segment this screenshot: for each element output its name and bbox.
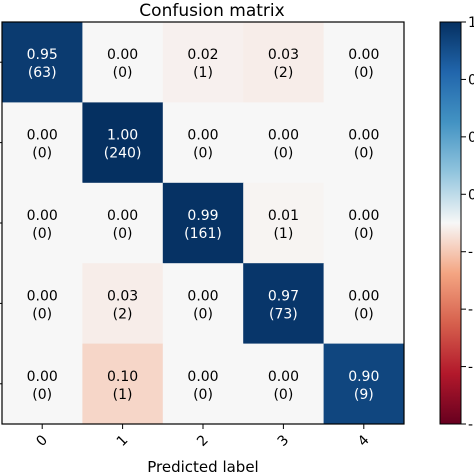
cell-count-label: (240) — [104, 146, 142, 162]
cell-count-label: (0) — [354, 226, 374, 242]
cell-count-label: (0) — [354, 306, 374, 322]
matrix-cell-2-4 — [323, 182, 405, 264]
cell-count-label: (0) — [273, 146, 293, 162]
matrix-cell-4-0 — [2, 343, 83, 425]
cell-ratio-label: 0.00 — [107, 208, 138, 224]
cell-count-label: (1) — [273, 226, 293, 242]
matrix-cell-4-2 — [162, 343, 244, 425]
matrix-cell-4-4 — [323, 343, 405, 425]
cell-ratio-label: 0.00 — [348, 208, 379, 224]
colorbar-ticks: 1 0 0 0 - - - -1 — [461, 15, 474, 433]
matrix-cell-0-0 — [2, 22, 83, 103]
cell-ratio-label: 0.00 — [348, 288, 379, 304]
cell-ratio-label: 0.00 — [268, 128, 299, 144]
cell-count-label: (0) — [32, 226, 52, 242]
chart-title: Confusion matrix — [139, 1, 284, 21]
matrix-cell-0-2 — [162, 22, 244, 103]
x-tick-label: 4 — [355, 432, 373, 450]
matrix-cell-4-3 — [243, 343, 325, 425]
cell-count-label: (2) — [113, 306, 133, 322]
cell-count-label: (0) — [32, 387, 52, 403]
cell-count-label: (0) — [32, 146, 52, 162]
cell-ratio-label: 0.00 — [187, 369, 218, 385]
colorbar-tick-label: - — [468, 302, 473, 318]
matrix-cell-2-3 — [243, 182, 325, 264]
cell-count-label: (161) — [184, 226, 222, 242]
cell-count-label: (0) — [32, 306, 52, 322]
cell-count-label: (0) — [354, 146, 374, 162]
x-axis-label: Predicted label — [147, 458, 258, 474]
colorbar-tick-label: 0 — [468, 72, 474, 88]
matrix-cell-1-3 — [243, 102, 325, 184]
matrix-cell-0-1 — [82, 22, 164, 103]
cell-count-label: (2) — [273, 65, 293, 81]
cell-ratio-label: 0.03 — [268, 47, 299, 63]
matrix-cell-1-0 — [2, 102, 83, 184]
cell-ratio-label: 0.00 — [107, 47, 138, 63]
cell-count-label: (9) — [354, 387, 374, 403]
x-tick-label: 2 — [194, 432, 212, 450]
cell-ratio-label: 0.00 — [27, 128, 58, 144]
cell-count-label: (0) — [354, 65, 374, 81]
x-tick-label: 1 — [114, 432, 132, 450]
cell-count-label: (1) — [193, 65, 213, 81]
matrix-cell-3-0 — [2, 263, 83, 345]
colorbar-tick-label: 0 — [468, 130, 474, 146]
cell-ratio-label: 0.00 — [27, 208, 58, 224]
cell-ratio-label: 0.00 — [187, 128, 218, 144]
cell-ratio-label: 1.00 — [107, 128, 138, 144]
matrix-cell-3-4 — [323, 263, 405, 345]
cell-count-label: (1) — [113, 387, 133, 403]
cell-count-label: (0) — [193, 146, 213, 162]
cell-ratio-label: 0.00 — [27, 288, 58, 304]
colorbar-tick-label: 1 — [468, 15, 474, 31]
cell-count-label: (0) — [193, 306, 213, 322]
x-tick-label: 3 — [275, 432, 293, 450]
matrix-cells — [2, 22, 405, 425]
cell-count-label: (0) — [273, 387, 293, 403]
cell-ratio-label: 0.90 — [348, 369, 379, 385]
matrix-cell-0-3 — [243, 22, 325, 103]
colorbar-tick-label: 0 — [468, 187, 474, 203]
cell-ratio-label: 0.02 — [187, 47, 218, 63]
y-axis-ticks — [0, 61, 2, 385]
cell-ratio-label: 0.00 — [348, 47, 379, 63]
cell-labels: 0.95 (63) 0.00 (0) 0.02 (1) 0.03 (2) 0.00 (0) 0.00… — [27, 47, 380, 403]
cell-ratio-label: 0.00 — [27, 369, 58, 385]
colorbar-tick-label: - — [468, 360, 473, 376]
colorbar-tick-label: -1 — [468, 417, 474, 433]
matrix-cell-1-4 — [323, 102, 405, 184]
matrix-cell-3-3 — [243, 263, 325, 345]
cell-count-label: (0) — [113, 226, 133, 242]
colorbar-tick-label: - — [468, 245, 473, 261]
matrix-cell-2-0 — [2, 182, 83, 264]
matrix-cell-1-2 — [162, 102, 244, 184]
cell-count-label: (0) — [113, 65, 133, 81]
cell-ratio-label: 0.00 — [187, 288, 218, 304]
cell-count-label: (0) — [193, 387, 213, 403]
cell-ratio-label: 0.99 — [187, 208, 218, 224]
cell-ratio-label: 0.97 — [268, 288, 299, 304]
matrix-cell-2-1 — [82, 182, 164, 264]
matrix-cell-3-2 — [162, 263, 244, 345]
cell-ratio-label: 0.95 — [27, 47, 58, 63]
matrix-cell-1-1 — [82, 102, 164, 184]
matrix-cell-4-1 — [82, 343, 164, 425]
cell-ratio-label: 0.00 — [348, 128, 379, 144]
cell-ratio-label: 0.00 — [268, 369, 299, 385]
cell-ratio-label: 0.01 — [268, 208, 299, 224]
x-axis-ticks: 0 1 2 3 4 — [33, 424, 373, 450]
cell-count-label: (63) — [28, 65, 57, 81]
x-tick-label: 0 — [33, 432, 51, 450]
matrix-cell-2-2 — [162, 182, 244, 264]
cell-count-label: (73) — [269, 306, 298, 322]
cell-ratio-label: 0.10 — [107, 369, 138, 385]
colorbar — [439, 21, 462, 425]
cell-ratio-label: 0.03 — [107, 288, 138, 304]
matrix-cell-3-1 — [82, 263, 164, 345]
matrix-cell-0-4 — [323, 22, 405, 103]
